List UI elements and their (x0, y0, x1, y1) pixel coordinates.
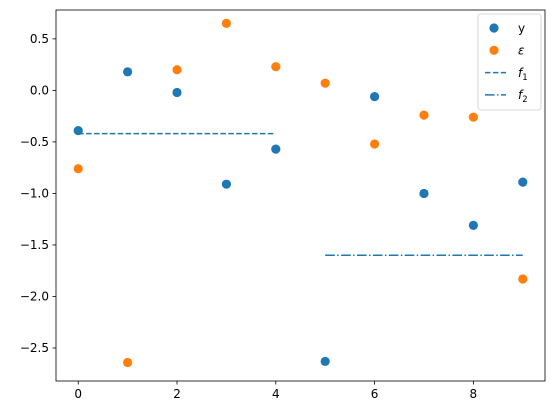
legend-label-text-0: y (518, 21, 525, 35)
legend-box (477, 13, 542, 111)
point-series-1-6 (369, 139, 380, 149)
legend-marker-1 (489, 45, 499, 55)
point-series-1-5 (320, 78, 330, 88)
point-series-1-9 (518, 274, 528, 284)
point-series-1-3 (221, 18, 232, 28)
x-tick-label-4: 8 (470, 387, 478, 401)
point-series-0-4 (271, 144, 281, 154)
point-series-0-0 (73, 125, 83, 136)
legend-label-text-3: f (518, 88, 524, 102)
point-series-0-3 (221, 179, 232, 189)
point-series-0-5 (320, 356, 330, 367)
point-series-1-7 (419, 110, 429, 120)
point-series-1-0 (73, 164, 83, 174)
x-tick-label-1: 2 (173, 387, 181, 401)
x-tick-label-2: 4 (272, 387, 280, 401)
legend-label-0: y (518, 21, 525, 35)
point-series-0-7 (419, 188, 429, 199)
y-tick-label-4: −1.5 (20, 238, 49, 252)
y-tick-label-3: −1.0 (20, 187, 49, 201)
legend-marker-0 (489, 23, 499, 33)
legend-label-subscript-2: 1 (522, 73, 527, 83)
point-series-0-2 (172, 87, 182, 98)
y-tick-label-2: −0.5 (20, 135, 49, 149)
legend-label-2: f1 (518, 66, 528, 83)
point-series-0-9 (518, 177, 528, 187)
legend-label-subscript-3: 2 (522, 95, 527, 105)
x-tick-label-3: 6 (371, 387, 379, 401)
y-tick-label-6: −2.5 (20, 341, 49, 355)
point-series-1-8 (468, 112, 478, 122)
point-series-1-2 (172, 65, 182, 75)
data-area (73, 18, 528, 368)
legend-label-text-2: f (518, 66, 524, 80)
point-series-1-1 (123, 357, 133, 368)
plot-frame (55, 9, 546, 382)
legend-label-3: f2 (518, 88, 528, 105)
y-tick-label-1: 0.0 (30, 84, 49, 98)
point-series-0-1 (123, 67, 133, 77)
legend-label-text-1: ε (518, 44, 525, 58)
x-tick-label-0: 0 (74, 387, 82, 401)
y-tick-label-5: −2.0 (20, 290, 49, 304)
point-series-1-4 (271, 62, 281, 72)
legend-label-1: ε (518, 44, 525, 58)
point-series-0-8 (468, 220, 478, 230)
y-tick-label-0: 0.5 (30, 32, 49, 46)
axes: 0 2 4 6 8 0.5 0.0 −0.5 −1.0 −1.5 −2.0 −2.5 (20, 9, 546, 401)
point-series-0-6 (369, 91, 380, 102)
